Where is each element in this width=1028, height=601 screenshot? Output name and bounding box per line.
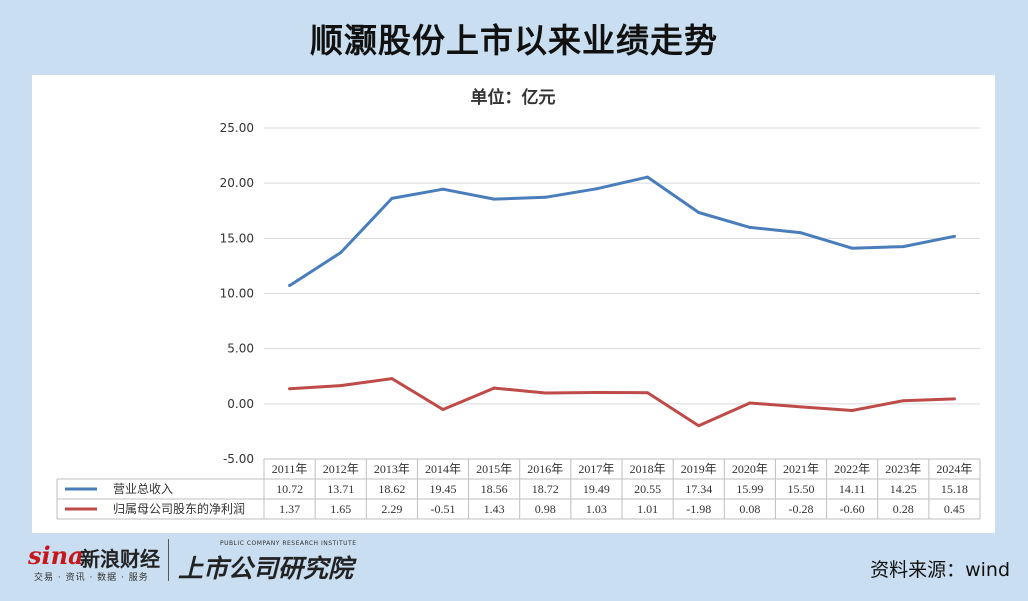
sina-name: 新浪财经	[80, 547, 160, 571]
data-label: 0.08	[739, 502, 760, 516]
x-tick-label: 2017年	[578, 462, 614, 476]
x-tick-label: 2011年	[272, 462, 308, 476]
x-tick-label: 2020年	[732, 462, 768, 476]
data-label: 1.03	[586, 502, 607, 516]
data-label: 1.43	[484, 502, 505, 516]
data-label: 1.01	[637, 502, 658, 516]
x-tick-label: 2016年	[527, 462, 563, 476]
data-point	[492, 197, 496, 201]
data-point	[850, 408, 854, 412]
data-label: 18.72	[532, 482, 559, 496]
data-point	[288, 284, 292, 288]
data-point	[339, 251, 343, 255]
line-chart: 单位：亿元 25.00 20.00 15.00 10.00 5.00 0.00 -5.00 20…	[56, 87, 981, 520]
y-tick-label: -5.00	[223, 452, 254, 466]
data-point	[646, 391, 650, 395]
footer-logos: sina 新浪财经 交易 · 资讯 · 数据 · 服务 PUBLIC COMPA…	[28, 537, 368, 587]
data-label: 15.50	[788, 482, 815, 496]
data-point	[339, 384, 343, 388]
data-point	[697, 424, 701, 428]
data-label: 20.55	[634, 482, 661, 496]
data-label: -0.60	[840, 502, 865, 516]
x-tick-label: 2019年	[681, 462, 717, 476]
x-tick-label: 2023年	[885, 462, 921, 476]
x-tick-label: 2015年	[476, 462, 512, 476]
y-tick-label: 15.00	[220, 231, 254, 245]
data-label: 10.72	[276, 482, 303, 496]
data-point	[646, 175, 650, 179]
data-label: 15.18	[941, 482, 968, 496]
data-point	[492, 386, 496, 390]
x-tick-label: 2014年	[425, 462, 461, 476]
data-label: 17.34	[685, 482, 712, 496]
x-tick-label: 2024年	[936, 462, 972, 476]
data-point	[952, 397, 956, 401]
y-tick-label: 5.00	[227, 342, 254, 356]
data-point	[952, 234, 956, 238]
data-label: 0.98	[535, 502, 556, 516]
y-tick-label: 25.00	[220, 121, 254, 135]
data-label: -1.98	[686, 502, 711, 516]
data-label: 2.29	[381, 502, 402, 516]
data-label: 14.25	[890, 482, 917, 496]
institute-english-name: PUBLIC COMPANY RESEARCH INSTITUTE	[220, 540, 357, 547]
data-point	[441, 407, 445, 411]
data-point	[594, 187, 598, 191]
data-label: 19.49	[583, 482, 610, 496]
data-label: 14.11	[839, 482, 866, 496]
data-point	[390, 377, 394, 381]
data-point	[697, 211, 701, 215]
x-tick-label: 2021年	[783, 462, 819, 476]
data-point	[543, 195, 547, 199]
data-point	[799, 405, 803, 409]
logo-divider	[168, 539, 169, 581]
series-line	[288, 175, 955, 287]
data-source: 资料来源：wind	[870, 559, 1010, 581]
data-label: 0.28	[893, 502, 914, 516]
data-point	[901, 399, 905, 403]
x-tick-label: 2012年	[323, 462, 359, 476]
legend-label: 归属母公司股东的净利润	[113, 501, 245, 516]
y-tick-label: 0.00	[227, 397, 254, 411]
legend-label: 营业总收入	[113, 482, 173, 496]
data-label: -0.51	[431, 502, 456, 516]
data-point	[901, 245, 905, 249]
chart-panel: 单位：亿元 25.00 20.00 15.00 10.00 5.00 0.00 -5.00 20…	[32, 75, 995, 533]
sina-tagline: 交易 · 资讯 · 数据 · 服务	[34, 573, 149, 583]
data-label: 19.45	[430, 482, 457, 496]
x-tick-label: 2013年	[374, 462, 410, 476]
data-point	[594, 390, 598, 394]
data-point	[799, 231, 803, 235]
data-label: 0.45	[944, 502, 965, 516]
series-line	[289, 377, 955, 428]
data-label: -0.28	[789, 502, 814, 516]
sina-logo: sina	[28, 541, 84, 570]
data-label: 18.56	[481, 482, 508, 496]
data-label: 1.37	[279, 502, 300, 516]
data-label: 1.65	[330, 502, 351, 516]
data-point	[543, 391, 547, 395]
chart-title: 单位：亿元	[471, 87, 556, 108]
data-point	[288, 387, 292, 391]
data-label: 15.99	[736, 482, 763, 496]
data-point	[748, 225, 752, 229]
x-tick-label: 2018年	[630, 462, 666, 476]
data-point	[441, 187, 445, 191]
institute-name: 上市公司研究院	[178, 554, 354, 583]
y-tick-label: 20.00	[220, 176, 254, 190]
y-tick-label: 10.00	[220, 287, 254, 301]
data-point	[850, 246, 854, 250]
data-label: 18.62	[378, 482, 405, 496]
data-label: 13.71	[327, 482, 354, 496]
x-tick-label: 2022年	[834, 462, 870, 476]
page-title: 顺灏股份上市以来业绩走势	[310, 21, 718, 60]
data-point	[390, 196, 394, 200]
data-point	[748, 401, 752, 405]
